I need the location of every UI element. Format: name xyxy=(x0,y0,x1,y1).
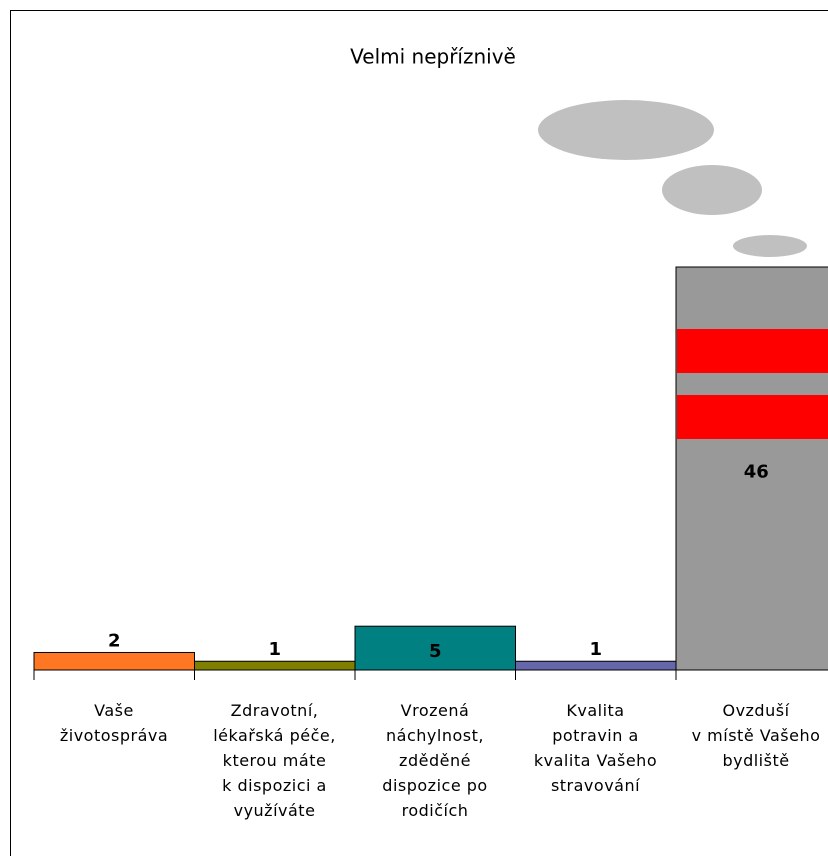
chart-border xyxy=(10,10,828,856)
x-tick-label: Vaše životospráva xyxy=(59,701,169,745)
value-label: 46 xyxy=(744,462,769,483)
chart-title: Velmi nepříznivě xyxy=(350,45,516,69)
value-label: 5 xyxy=(429,641,442,662)
value-label: 1 xyxy=(268,639,281,660)
value-label: 1 xyxy=(589,639,602,660)
x-tick-label: Zdravotní, lékařská péče, kterou máte k … xyxy=(213,701,336,820)
bar xyxy=(33,651,195,671)
bar xyxy=(515,660,677,671)
smoke xyxy=(538,100,807,257)
bar xyxy=(194,660,356,671)
chimney-stripe xyxy=(677,395,828,439)
x-tick-label: Kvalita potravin a kvalita Vašeho stravo… xyxy=(533,701,658,795)
value-label: 2 xyxy=(108,630,121,651)
x-tick-label: Vrozená náchylnost, zděděné dispozice po… xyxy=(382,701,488,820)
smoke-cloud xyxy=(662,165,762,215)
smoke-cloud xyxy=(538,100,714,160)
chimney-stripe xyxy=(677,329,828,373)
bar xyxy=(354,625,516,671)
smoke-cloud xyxy=(733,235,807,257)
x-tick-label: Ovzduší v místě Vašeho bydliště xyxy=(691,701,821,770)
